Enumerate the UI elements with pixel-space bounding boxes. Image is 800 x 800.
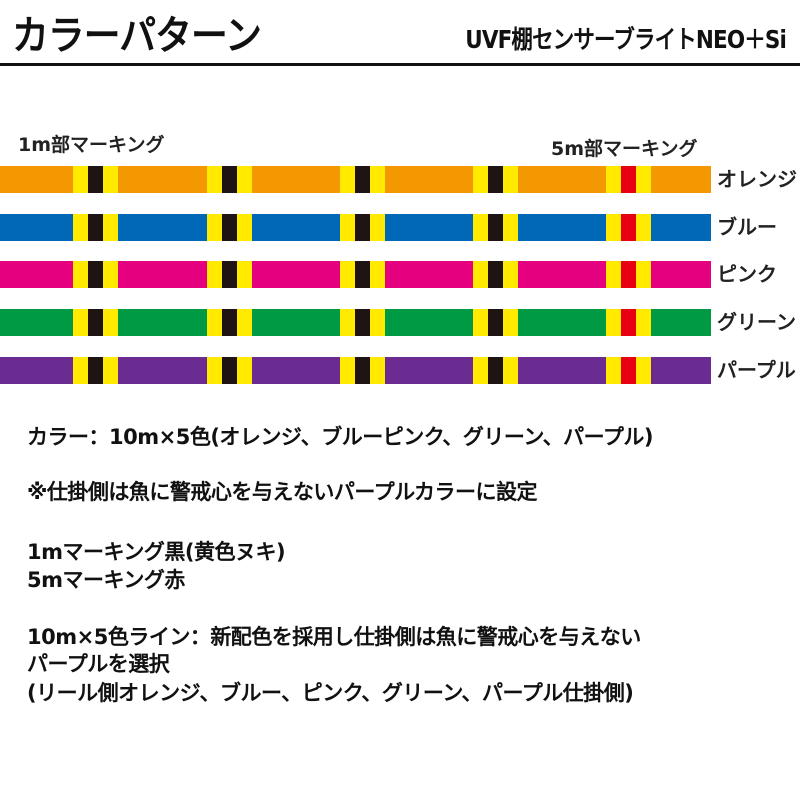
one-meter-marker [340, 261, 385, 288]
marker-black-band [488, 261, 503, 288]
marker-red-band [621, 309, 636, 336]
marker-black-band [222, 214, 237, 241]
line-description-text: 10m×5色ライン：新配色を採用し仕掛側は魚に警戒心を与えない [27, 625, 641, 649]
marker-red-band [621, 166, 636, 193]
one-meter-marker [73, 214, 118, 241]
one-meter-marker [340, 214, 385, 241]
five-meter-marking-label: 5m部マーキング [551, 138, 698, 160]
line-bar [0, 309, 711, 336]
marker-black-band [88, 357, 103, 384]
marker-black-band [488, 357, 503, 384]
line-description-text-2: パープルを選択 [27, 652, 170, 676]
marker-black-band [88, 309, 103, 336]
line-color-label: オレンジ [717, 167, 797, 191]
marker-black-band [355, 166, 370, 193]
line-color-label: ピンク [717, 262, 777, 286]
one-meter-marking-text: 1mマーキング黒(黄色ヌキ) [27, 540, 286, 564]
product-name: UVF棚センサーブライトNEO＋Si [465, 25, 787, 54]
marker-black-band [88, 166, 103, 193]
one-meter-marker [73, 166, 118, 193]
one-meter-marker [340, 166, 385, 193]
one-meter-marker [73, 261, 118, 288]
five-meter-marker [606, 357, 651, 384]
marker-black-band [88, 214, 103, 241]
marker-black-band [488, 166, 503, 193]
one-meter-marker [207, 357, 252, 384]
purple-note-text: ※仕掛側は魚に警戒心を与えないパープルカラーに設定 [27, 480, 538, 504]
one-meter-marker [207, 166, 252, 193]
one-meter-marker [340, 309, 385, 336]
one-meter-marker [340, 357, 385, 384]
five-meter-marker [606, 166, 651, 193]
one-meter-marker [73, 357, 118, 384]
marker-black-band [222, 261, 237, 288]
five-meter-marking-text: 5mマーキング赤 [27, 568, 185, 592]
line-color-label: パープル [717, 358, 796, 382]
one-meter-marker [473, 309, 518, 336]
line-bar [0, 166, 711, 193]
one-meter-marker [473, 214, 518, 241]
line-color-label: ブルー [717, 215, 777, 239]
line-color-label: グリーン [717, 310, 796, 334]
line-bar [0, 357, 711, 384]
marker-red-band [621, 261, 636, 288]
color-spec-text: カラー：10m×5色(オレンジ、ブルーピンク、グリーン、パープル) [27, 425, 653, 449]
marker-black-band [488, 214, 503, 241]
marker-red-band [621, 357, 636, 384]
marker-black-band [222, 309, 237, 336]
one-meter-marking-label: 1m部マーキング [18, 134, 165, 156]
marker-black-band [88, 261, 103, 288]
one-meter-marker [473, 166, 518, 193]
line-bar [0, 261, 711, 288]
marker-black-band [355, 214, 370, 241]
line-bar [0, 214, 711, 241]
marker-red-band [621, 214, 636, 241]
one-meter-marker [73, 309, 118, 336]
one-meter-marker [207, 261, 252, 288]
one-meter-marker [473, 357, 518, 384]
marker-black-band [488, 309, 503, 336]
one-meter-marker [473, 261, 518, 288]
marker-black-band [355, 357, 370, 384]
one-meter-marker [207, 309, 252, 336]
marker-black-band [355, 309, 370, 336]
marker-black-band [222, 166, 237, 193]
five-meter-marker [606, 214, 651, 241]
five-meter-marker [606, 309, 651, 336]
marker-black-band [355, 261, 370, 288]
page-title: カラーパターン [12, 13, 262, 59]
marker-black-band [222, 357, 237, 384]
one-meter-marker [207, 214, 252, 241]
line-order-text: (リール側オレンジ、ブルー、ピンク、グリーン、パープル仕掛側) [27, 681, 634, 705]
five-meter-marker [606, 261, 651, 288]
header-divider [0, 63, 800, 66]
